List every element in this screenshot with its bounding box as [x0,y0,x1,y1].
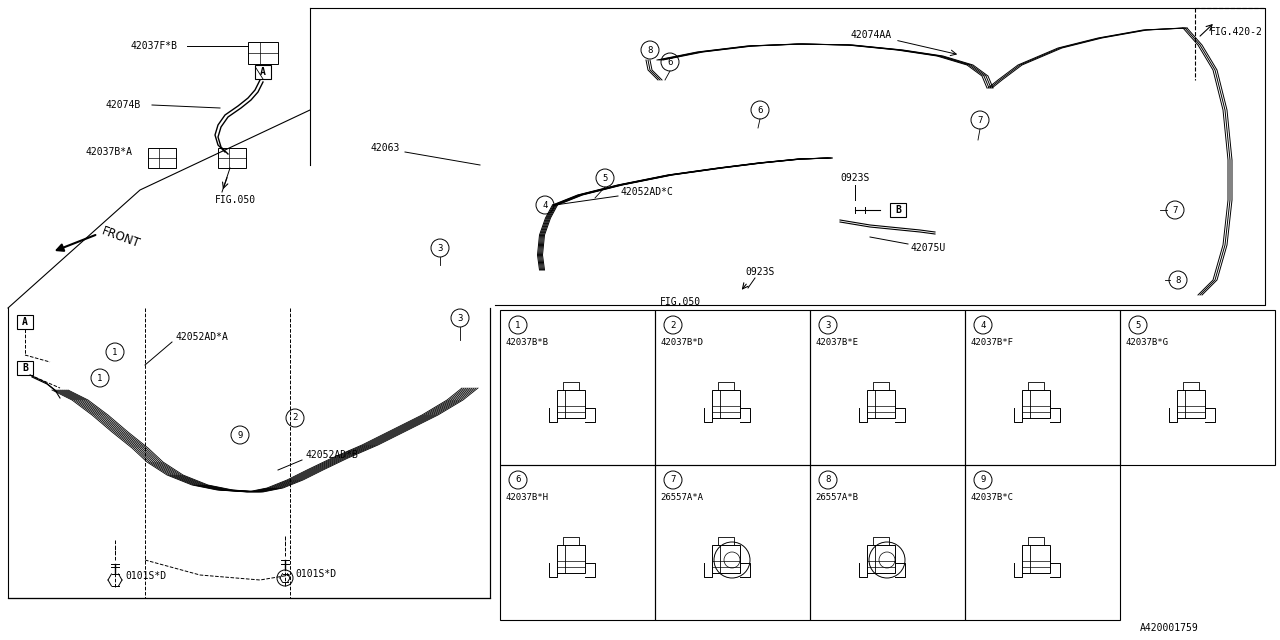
Text: B: B [22,363,28,373]
Text: 1: 1 [113,348,118,356]
Text: 3: 3 [457,314,462,323]
Text: 0101S*D: 0101S*D [125,571,166,581]
Text: 5: 5 [1135,321,1140,330]
Bar [500,465,655,620]
Bar [655,310,810,465]
Text: 42037B*F: 42037B*F [970,337,1012,346]
Text: 42037B*B: 42037B*B [506,337,548,346]
Bar [810,465,965,620]
Bar [17,315,33,329]
Text: 2: 2 [292,413,298,422]
Text: 6: 6 [667,58,673,67]
Text: FRONT: FRONT [100,225,142,251]
Text: 4: 4 [543,200,548,209]
Text: 7: 7 [1172,205,1178,214]
Text: 7: 7 [978,115,983,125]
Text: 0923S: 0923S [840,173,869,183]
Text: 7: 7 [671,476,676,484]
Text: 0101S*D: 0101S*D [294,569,337,579]
Bar [712,545,740,573]
Text: 42037F*B: 42037F*B [131,41,177,51]
Text: B: B [895,205,901,215]
Text: 8: 8 [648,45,653,54]
Text: 0923S: 0923S [745,267,774,277]
Text: 8: 8 [826,476,831,484]
Text: 42063: 42063 [370,143,399,153]
Bar [867,545,895,573]
Bar [965,310,1120,465]
Text: FIG.420-2: FIG.420-2 [1210,27,1263,37]
Text: 9: 9 [980,476,986,484]
Text: A420001759: A420001759 [1140,623,1199,633]
Text: 42074B: 42074B [105,100,141,110]
Text: 42075U: 42075U [910,243,945,253]
Bar [500,310,655,465]
Text: FIG.050: FIG.050 [660,297,701,307]
Bar [712,390,740,418]
Bar [810,310,965,465]
Bar [218,148,246,168]
Text: A: A [260,67,266,77]
Bar [1021,545,1050,573]
Text: 42037B*C: 42037B*C [970,493,1012,502]
Text: 2: 2 [671,321,676,330]
Text: 42052AD*A: 42052AD*A [175,332,228,342]
Text: 42037B*A: 42037B*A [84,147,132,157]
Text: 42052AD*B: 42052AD*B [305,450,358,460]
Text: 26557A*B: 26557A*B [815,493,858,502]
Bar [557,545,585,573]
Bar [17,361,33,375]
Text: 3: 3 [826,321,831,330]
Bar [655,465,810,620]
Text: 42074AA: 42074AA [850,30,891,40]
Text: 8: 8 [1175,275,1180,285]
Text: 6: 6 [516,476,521,484]
Bar [248,42,278,64]
Text: 1: 1 [97,374,102,383]
Bar [1120,310,1275,465]
Text: 42037B*H: 42037B*H [506,493,548,502]
Text: 6: 6 [758,106,763,115]
Text: 42037B*E: 42037B*E [815,337,858,346]
Text: 9: 9 [237,431,243,440]
Text: 42052AD*C: 42052AD*C [620,187,673,197]
Text: 42037B*G: 42037B*G [1125,337,1169,346]
Text: FIG.050: FIG.050 [215,195,256,205]
Text: 3: 3 [438,243,443,253]
Text: 1: 1 [516,321,521,330]
Bar [557,390,585,418]
Text: A: A [22,317,28,327]
Text: 5: 5 [603,173,608,182]
Bar [255,65,271,79]
Bar [1178,390,1204,418]
Bar [890,203,906,217]
Bar [965,465,1120,620]
Text: 26557A*A: 26557A*A [660,493,703,502]
Bar [1021,390,1050,418]
Text: 4: 4 [980,321,986,330]
Bar [148,148,177,168]
Bar [867,390,895,418]
Text: 42037B*D: 42037B*D [660,337,703,346]
